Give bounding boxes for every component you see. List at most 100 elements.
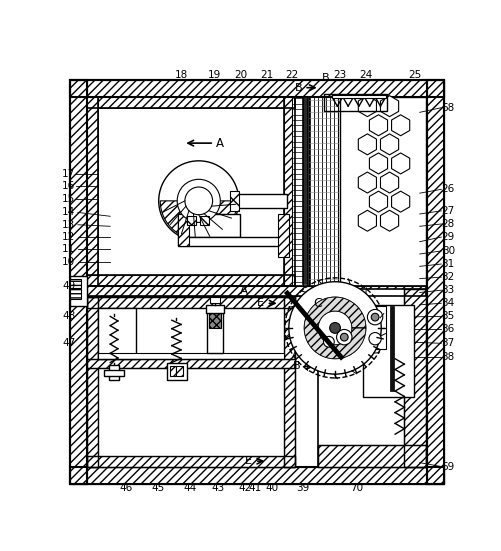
Bar — [87, 297, 295, 308]
Circle shape — [329, 322, 340, 333]
Text: 45: 45 — [151, 483, 164, 493]
Polygon shape — [391, 191, 409, 212]
Polygon shape — [380, 96, 398, 117]
Text: 30: 30 — [441, 246, 454, 256]
Bar — [284, 297, 295, 467]
Polygon shape — [380, 210, 398, 231]
Circle shape — [368, 333, 380, 345]
Bar — [87, 275, 295, 285]
Bar — [284, 297, 295, 467]
Circle shape — [177, 179, 220, 223]
Bar — [70, 80, 87, 484]
Bar — [87, 456, 295, 467]
Bar — [98, 107, 284, 275]
Bar — [234, 194, 287, 208]
Bar — [292, 97, 302, 285]
Text: 39: 39 — [296, 483, 309, 493]
Bar — [87, 97, 295, 107]
Circle shape — [318, 311, 351, 345]
Text: 44: 44 — [183, 483, 196, 493]
Text: 18: 18 — [174, 71, 187, 80]
Polygon shape — [380, 134, 398, 155]
Bar — [70, 289, 81, 299]
Bar — [178, 237, 287, 246]
Text: B: B — [295, 83, 302, 93]
Bar — [403, 289, 425, 467]
Text: B: B — [321, 73, 329, 83]
Bar — [98, 353, 284, 359]
Polygon shape — [380, 172, 398, 193]
Text: 35: 35 — [441, 311, 454, 321]
Bar — [104, 370, 124, 376]
Bar — [108, 365, 119, 380]
Bar — [403, 289, 425, 467]
Text: 29: 29 — [441, 232, 454, 242]
Text: 19: 19 — [208, 71, 221, 80]
Bar — [362, 305, 413, 397]
Bar — [98, 308, 284, 456]
Circle shape — [184, 187, 212, 215]
Polygon shape — [304, 297, 365, 359]
Bar — [426, 80, 443, 484]
Polygon shape — [160, 201, 237, 239]
Text: 31: 31 — [441, 259, 454, 269]
Bar — [87, 285, 425, 296]
Text: A: A — [216, 137, 224, 150]
Circle shape — [336, 329, 351, 345]
Text: 70: 70 — [349, 483, 362, 493]
Bar — [187, 215, 196, 225]
Bar — [87, 285, 425, 296]
Bar — [318, 445, 425, 467]
Circle shape — [158, 161, 238, 241]
Bar — [167, 363, 187, 380]
Text: 28: 28 — [441, 219, 454, 229]
Bar — [207, 308, 222, 353]
Text: 15: 15 — [62, 193, 75, 203]
Bar — [390, 306, 394, 391]
Bar — [178, 214, 188, 246]
Text: E: E — [257, 298, 264, 308]
Bar — [208, 312, 220, 328]
Bar — [178, 214, 239, 237]
Circle shape — [304, 297, 365, 359]
Text: 10: 10 — [62, 257, 75, 267]
Text: 32: 32 — [441, 272, 454, 282]
Bar — [70, 80, 443, 97]
Text: 33: 33 — [441, 285, 454, 295]
Text: 34: 34 — [441, 298, 454, 308]
Polygon shape — [358, 210, 376, 231]
Text: 11: 11 — [62, 245, 75, 255]
Text: 25: 25 — [408, 71, 421, 80]
Circle shape — [323, 337, 334, 347]
Bar — [70, 80, 443, 97]
Bar — [87, 275, 295, 285]
Text: 23: 23 — [332, 71, 346, 80]
Text: 49: 49 — [62, 280, 75, 290]
Text: 16: 16 — [62, 181, 75, 191]
Polygon shape — [358, 172, 376, 193]
Bar — [87, 456, 295, 467]
Text: 21: 21 — [260, 71, 273, 80]
Text: 37: 37 — [441, 338, 454, 348]
Bar — [87, 359, 295, 368]
Bar — [98, 308, 136, 359]
Bar — [87, 97, 98, 285]
Text: 68: 68 — [441, 102, 454, 113]
Text: 20: 20 — [234, 71, 247, 80]
Text: C: C — [313, 297, 322, 310]
Text: 40: 40 — [265, 483, 278, 493]
Bar — [229, 191, 238, 211]
Circle shape — [371, 314, 378, 321]
Text: B: B — [292, 361, 300, 371]
Polygon shape — [369, 115, 387, 136]
Text: 48: 48 — [62, 311, 75, 321]
Text: 13: 13 — [62, 220, 75, 230]
Bar — [318, 289, 425, 467]
Circle shape — [367, 310, 382, 325]
Text: 47: 47 — [62, 338, 75, 348]
Text: 12: 12 — [62, 232, 75, 242]
Circle shape — [340, 333, 347, 341]
Bar — [210, 297, 219, 303]
Text: A: A — [239, 284, 247, 298]
Polygon shape — [358, 134, 376, 155]
